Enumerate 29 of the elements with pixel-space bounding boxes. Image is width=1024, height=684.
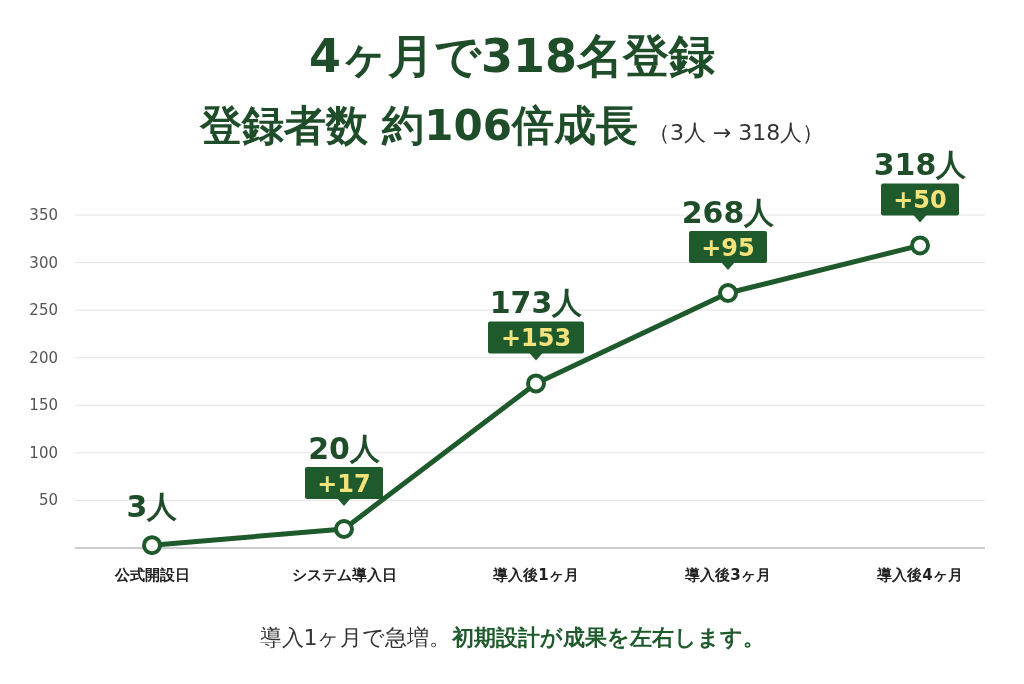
y-tick-label: 200 <box>29 348 58 367</box>
data-label: 318人 <box>873 147 968 183</box>
chart-title: 4ヶ月で318名登録 <box>308 29 716 83</box>
data-label: 3人 <box>126 489 179 525</box>
annotation: +153 <box>488 321 584 361</box>
x-tick-label: システム導入日 <box>291 566 397 584</box>
data-label: 173人 <box>489 285 584 321</box>
annotation: +50 <box>893 186 947 215</box>
y-tick-label: 350 <box>29 206 58 224</box>
text: （3人 → 318人） <box>647 120 825 145</box>
x-tick-label: 公式開設日 <box>113 566 190 584</box>
y-tick-label: 50 <box>38 491 58 510</box>
x-tick-label: 導入後4ヶ月 <box>876 566 963 584</box>
annotation: +17 <box>305 466 383 506</box>
y-tick-label: 100 <box>29 443 58 462</box>
y-tick-label: 250 <box>29 301 58 320</box>
annotation: +95 <box>701 234 755 263</box>
data-label: 20人 <box>308 430 381 466</box>
y-tick-label: 150 <box>29 396 58 415</box>
annotation: +17 <box>317 469 371 498</box>
chart-subtitle: 登録者数 約106倍成長 <box>198 101 638 150</box>
data-label: 268人 <box>681 195 776 231</box>
x-tick-label: 導入後1ヶ月 <box>492 566 579 584</box>
text: 導入1ヶ月で急増。初期設計が成果を左右します。 <box>259 625 765 650</box>
annotation: +95 <box>689 231 767 270</box>
annotation: +153 <box>500 324 572 353</box>
x-tick-label: 導入後3ヶ月 <box>684 566 771 584</box>
y-tick-label: 300 <box>29 253 58 272</box>
annotation: +50 <box>881 183 959 223</box>
